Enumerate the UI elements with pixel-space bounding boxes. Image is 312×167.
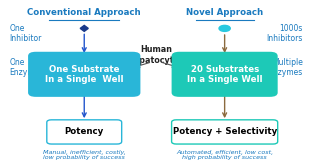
FancyBboxPatch shape — [172, 52, 278, 97]
Text: One Substrate
In a Single  Well: One Substrate In a Single Well — [45, 65, 124, 84]
Text: Potency: Potency — [65, 127, 104, 136]
FancyBboxPatch shape — [28, 52, 140, 97]
Text: Novel Approach: Novel Approach — [186, 8, 263, 17]
Circle shape — [219, 25, 230, 31]
Text: One
Inhibitor: One Inhibitor — [9, 24, 42, 43]
FancyBboxPatch shape — [47, 120, 122, 144]
Text: Multiple
Enzymes: Multiple Enzymes — [268, 58, 303, 77]
Text: Manual, inefficient, costly,
low probability of success: Manual, inefficient, costly, low probabi… — [43, 149, 126, 160]
Text: Human
Hepatocytes: Human Hepatocytes — [128, 45, 184, 65]
Text: Automated, efficient, low cost,
high probability of success: Automated, efficient, low cost, high pro… — [176, 149, 273, 160]
Text: Potency + Selectivity: Potency + Selectivity — [173, 127, 277, 136]
Text: One
Enzyme: One Enzyme — [9, 58, 40, 77]
Polygon shape — [80, 25, 88, 31]
Text: 20 Substrates
In a Single Well: 20 Substrates In a Single Well — [187, 65, 262, 84]
Text: 1000s
Inhibitors: 1000s Inhibitors — [266, 24, 303, 43]
Text: Conventional Approach: Conventional Approach — [27, 8, 141, 17]
FancyBboxPatch shape — [172, 120, 278, 144]
